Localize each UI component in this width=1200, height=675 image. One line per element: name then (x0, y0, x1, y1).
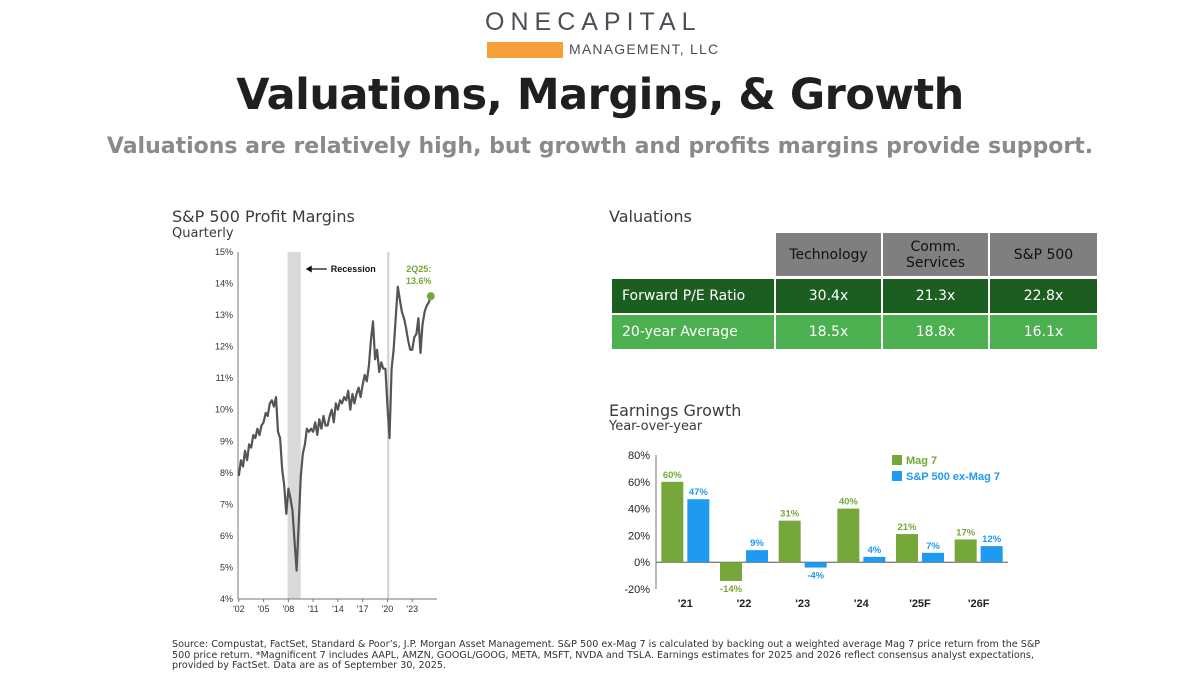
cell-forward-pe-sp500: 22.8x (990, 279, 1097, 313)
data-label: 17% (956, 527, 976, 538)
y-tick-label: 11% (216, 373, 233, 383)
data-label: 31% (780, 509, 800, 520)
y-tick-label: 7% (220, 499, 233, 509)
y-tick-label: 0% (634, 557, 650, 569)
bar-mag7 (896, 534, 918, 563)
header-technology: Technology (776, 233, 881, 276)
table-row: 20-year Average 18.5x 18.8x 16.1x (612, 315, 1097, 349)
legend-swatch (892, 455, 902, 465)
bar-mag7 (954, 539, 977, 563)
header-sp500: S&P 500 (990, 233, 1097, 276)
valuations-header-row: Technology Comm. Services S&P 500 (612, 233, 1097, 276)
cell-forward-pe-comm-services: 21.3x (883, 279, 988, 313)
header-comm-services: Comm. Services (883, 233, 988, 276)
x-tick-label: '24 (854, 598, 870, 610)
annotation-label-value: 13.6% (406, 276, 432, 286)
cell-20yr-comm-services: 18.8x (883, 315, 988, 349)
page-title: Valuations, Margins, & Growth (236, 70, 964, 120)
bar-mag7 (720, 562, 742, 581)
x-tick-label: '22 (737, 598, 752, 610)
y-tick-label: 6% (220, 531, 233, 541)
y-tick-label: 40% (628, 504, 650, 516)
y-tick-label: 80% (628, 450, 650, 462)
y-tick-label: 10% (215, 405, 233, 415)
x-tick-label: '20 (382, 604, 394, 614)
data-label: 12% (982, 534, 1002, 545)
y-tick-label: 14% (215, 279, 233, 289)
data-label: 7% (926, 541, 940, 552)
data-label: 21% (897, 522, 917, 533)
y-tick-label: 9% (220, 436, 233, 446)
y-tick-label: 5% (220, 562, 233, 572)
x-tick-label: '23 (795, 598, 810, 610)
y-tick-label: 4% (220, 594, 233, 604)
cell-forward-pe-technology: 30.4x (776, 279, 881, 313)
recession-label: Recession (331, 264, 376, 274)
cell-20yr-technology: 18.5x (776, 315, 881, 349)
y-tick-label: 15% (215, 247, 233, 257)
logo-accent-bar (487, 42, 563, 58)
data-label: 47% (689, 487, 709, 498)
x-tick-label: '21 (678, 598, 693, 610)
y-tick-label: 8% (220, 468, 233, 478)
bar-sp500-ex-mag7 (922, 552, 944, 563)
bar-sp500-ex-mag7 (863, 556, 886, 563)
data-label: -4% (807, 571, 824, 582)
y-tick-label: 20% (628, 530, 650, 542)
x-tick-label: '05 (258, 604, 270, 614)
x-tick-label: '25F (909, 598, 931, 610)
y-tick-label: 60% (628, 477, 650, 489)
cell-20yr-sp500: 16.1x (990, 315, 1097, 349)
bar-sp500-ex-mag7 (804, 562, 827, 568)
recession-arrow-head (305, 265, 312, 273)
y-tick-label: -20% (624, 584, 650, 596)
x-tick-label: '11 (308, 604, 319, 614)
legend-swatch (892, 471, 902, 481)
annotation-label-date: 2Q25: (406, 264, 431, 274)
company-logo: ONECAPITAL MANAGEMENT, LLC (485, 8, 718, 58)
y-tick-label: 13% (215, 310, 233, 320)
x-tick-label: '23 (406, 604, 418, 614)
row-label-20yr-average: 20-year Average (612, 315, 774, 349)
page-subtitle: Valuations are relatively high, but grow… (106, 134, 1094, 159)
bar-sp500-ex-mag7 (980, 546, 1003, 563)
y-tick-label: 12% (215, 342, 233, 352)
recession-band (287, 252, 301, 599)
earnings-growth-subtitle: Year-over-year (609, 419, 703, 434)
profit-margin-line (237, 285, 432, 572)
legend-label: S&P 500 ex-Mag 7 (906, 471, 1000, 483)
bar-mag7 (837, 508, 860, 563)
data-label: 40% (839, 497, 859, 508)
logo-wordmark: ONECAPITAL (485, 8, 702, 37)
data-label: 60% (663, 470, 683, 481)
logo-word-one: ONE (485, 8, 558, 36)
x-tick-label: '08 (283, 604, 295, 614)
bar-mag7 (778, 520, 801, 563)
bar-sp500-ex-mag7 (746, 550, 768, 563)
table-row: Forward P/E Ratio 30.4x 21.3x 22.8x (612, 279, 1097, 313)
profit-margins-title: S&P 500 Profit Margins (172, 207, 355, 226)
x-tick-label: '26F (968, 598, 990, 610)
source-footnote: Source: Compustat, FactSet, Standard & P… (172, 639, 1041, 671)
legend-label: Mag 7 (906, 455, 937, 467)
data-label: 9% (750, 538, 764, 549)
latest-value-marker (426, 292, 435, 301)
earnings-growth-chart: -20% 0% 20% 40% 60% 80% '21 60% 47% '22 -14% 9% '23 3… (624, 450, 1008, 610)
x-tick-label: '02 (233, 604, 245, 614)
data-label: -14% (720, 584, 743, 595)
logo-word-capital: CAPITAL (557, 8, 702, 36)
earnings-growth-title: Earnings Growth (609, 401, 742, 420)
data-label: 4% (867, 545, 881, 556)
x-tick-label: '17 (357, 604, 369, 614)
row-label-forward-pe: Forward P/E Ratio (612, 279, 774, 313)
profit-margins-subtitle: Quarterly (172, 226, 234, 241)
x-tick-label: '14 (332, 604, 344, 614)
profit-margins-chart: 4% 5% 6% 7% 8% 9% 10% 11% 12% 13% 14% 15% '02 '05 '08 '… (215, 247, 437, 614)
bar-mag7 (661, 481, 684, 563)
valuations-title: Valuations (609, 207, 692, 226)
logo-subtitle: MANAGEMENT, LLC (569, 41, 720, 57)
bar-sp500-ex-mag7 (687, 499, 710, 563)
